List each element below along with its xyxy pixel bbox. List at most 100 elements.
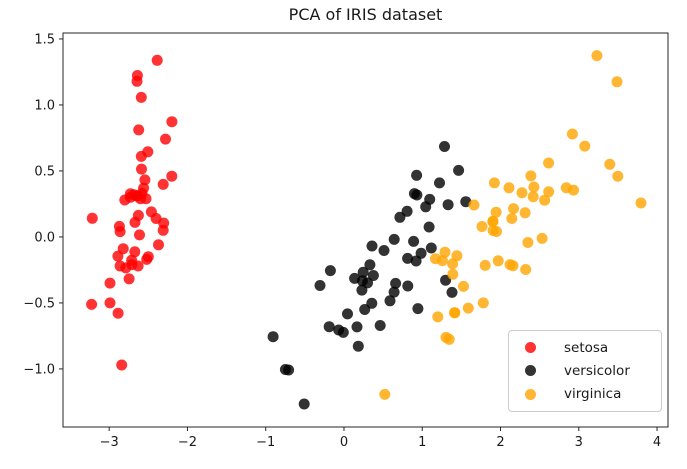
data-point-virginica [536,232,548,244]
data-point-virginica [516,187,528,199]
data-point-virginica [507,260,519,272]
x-tick-label: −3 [100,435,119,450]
data-point-versicolor [366,240,378,252]
data-point-virginica [430,253,441,265]
data-point-versicolor [412,303,424,315]
data-point-versicolor [298,398,310,410]
legend-label-virginica: virginica [564,386,622,403]
data-point-versicolor [357,266,369,278]
x-tick-label: −1 [256,435,275,450]
data-point-virginica [477,297,489,309]
x-tick-label: 0 [340,435,348,450]
y-tick-label: −0.5 [23,296,55,311]
y-tick-label: 0.0 [34,230,55,245]
data-point-virginica [492,255,504,267]
data-point-versicolor [442,199,454,211]
data-point-virginica [635,197,647,209]
data-point-virginica [520,264,532,275]
data-point-versicolor [283,364,295,376]
x-tick-label: 1 [418,435,426,450]
data-point-versicolor [423,221,435,233]
data-point-virginica [462,302,474,314]
data-point-versicolor [314,280,326,291]
data-point-setosa [132,260,144,272]
data-point-virginica [379,388,391,400]
data-point-versicolor [374,320,386,331]
legend-label-versicolor: versicolor [564,362,630,379]
data-point-versicolor [324,265,336,277]
data-point-virginica [611,76,623,88]
data-point-virginica [449,307,461,319]
data-point-versicolor [388,286,400,298]
data-point-virginica [591,50,603,62]
data-point-versicolor [446,286,458,298]
data-point-versicolor [402,280,414,292]
data-point-setosa [151,54,163,66]
data-point-setosa [166,170,178,182]
data-point-versicolor [342,308,353,320]
legend-marker-virginica [525,388,536,400]
data-point-setosa [135,91,147,103]
data-point-virginica [527,191,539,203]
x-tick-label: −2 [178,435,197,450]
data-point-versicolor [323,321,335,333]
data-point-versicolor [402,252,414,264]
data-point-versicolor [384,295,396,307]
data-point-versicolor [420,201,432,213]
data-point-setosa [139,174,151,186]
data-point-virginica [476,221,488,232]
data-point-versicolor [352,340,364,352]
data-point-versicolor [267,331,279,343]
legend-item-setosa: setosa [525,340,661,356]
data-point-setosa [134,229,145,241]
data-point-versicolor [333,324,345,336]
data-point-versicolor [394,211,406,223]
data-point-virginica [539,194,551,206]
data-point-virginica [612,170,624,182]
data-point-setosa [142,251,154,263]
data-point-virginica [543,157,555,169]
data-point-setosa [86,298,98,310]
data-point-virginica [468,199,480,211]
y-tick-label: 1.0 [34,98,55,113]
chart-title: PCA of IRIS dataset [288,5,443,24]
data-point-setosa [104,297,116,309]
data-point-virginica [451,250,463,262]
y-tick-label: 0.5 [34,164,55,179]
data-point-setosa [136,187,148,199]
data-point-versicolor [378,245,390,256]
legend-marker-setosa [525,342,536,354]
data-point-virginica [604,158,616,170]
y-tick-label: 1.5 [34,32,55,47]
data-point-setosa [131,70,143,81]
axes-spines [62,32,669,428]
data-point-virginica [458,280,469,292]
data-point-setosa [160,133,171,145]
data-point-setosa [129,216,141,228]
data-point-virginica [543,186,555,198]
data-point-versicolor [401,205,413,217]
legend-item-versicolor: versicolor [525,363,661,379]
data-point-setosa [153,239,164,251]
data-point-virginica [566,128,578,140]
data-point-virginica [447,268,459,280]
data-point-setosa [124,191,136,203]
legend-item-virginica: virginica [525,386,661,402]
data-point-virginica [508,203,519,215]
data-point-setosa [135,150,147,162]
data-point-setosa [116,359,128,371]
data-point-virginica [528,181,540,193]
data-point-versicolor [359,304,371,315]
data-point-setosa [114,226,126,238]
data-point-setosa [129,246,141,258]
data-point-virginica [579,140,591,152]
data-point-versicolor [390,277,402,289]
data-point-virginica [522,237,534,248]
data-point-setosa [114,260,126,272]
x-tick-label: 4 [653,435,661,450]
data-point-versicolor [408,188,420,200]
data-point-virginica [525,170,537,182]
data-point-virginica [447,258,459,270]
